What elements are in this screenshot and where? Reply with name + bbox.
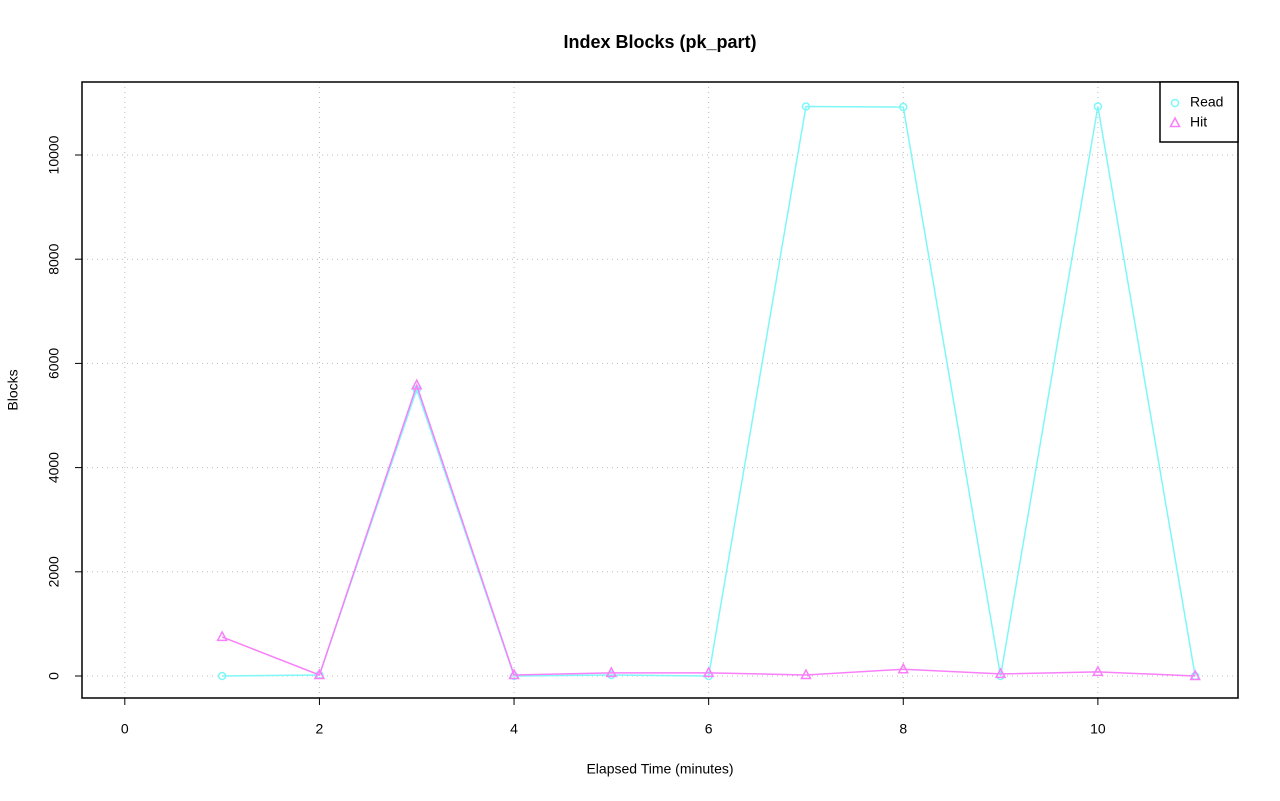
data-point: [216, 630, 228, 642]
series-line: [222, 105, 1196, 677]
data-point: [217, 671, 227, 681]
legend-symbol: [1170, 98, 1180, 108]
legend-box: [1159, 81, 1239, 143]
y-tick-label: 0: [46, 672, 62, 680]
y-tick-label: 2000: [46, 556, 62, 587]
legend-label: Read: [1190, 94, 1223, 110]
x-tick-label: 8: [899, 721, 907, 737]
data-point: [1092, 665, 1104, 677]
chart-title: Index Blocks (pk_part): [563, 32, 756, 52]
plot-frame: [81, 81, 1239, 699]
legend-symbol: [1169, 116, 1181, 128]
data-point: [899, 102, 908, 112]
y-tick-label: 10000: [46, 135, 62, 174]
data-point: [605, 666, 618, 678]
data-point: [410, 378, 423, 390]
y-tick-label: 6000: [46, 348, 62, 379]
data-point: [994, 667, 1007, 679]
x-tick-label: 10: [1090, 721, 1106, 737]
x-tick-label: 0: [121, 721, 129, 737]
y-axis-label: Blocks: [5, 369, 21, 410]
data-point: [897, 662, 910, 674]
data-point: [508, 668, 520, 680]
y-tick-label: 4000: [46, 452, 62, 483]
data-point: [1093, 102, 1103, 111]
x-axis-label: Elapsed Time (minutes): [586, 761, 733, 777]
series-line: [221, 382, 1196, 677]
data-point: [313, 668, 326, 680]
x-tick-label: 4: [510, 721, 518, 737]
y-tick-label: 8000: [46, 243, 62, 274]
data-point: [702, 666, 715, 678]
data-point: [1189, 669, 1201, 681]
x-tick-label: 2: [316, 721, 324, 737]
legend-label: Hit: [1190, 114, 1207, 130]
data-point: [801, 102, 811, 111]
data-point: [800, 668, 812, 680]
x-tick-label: 6: [705, 721, 713, 737]
